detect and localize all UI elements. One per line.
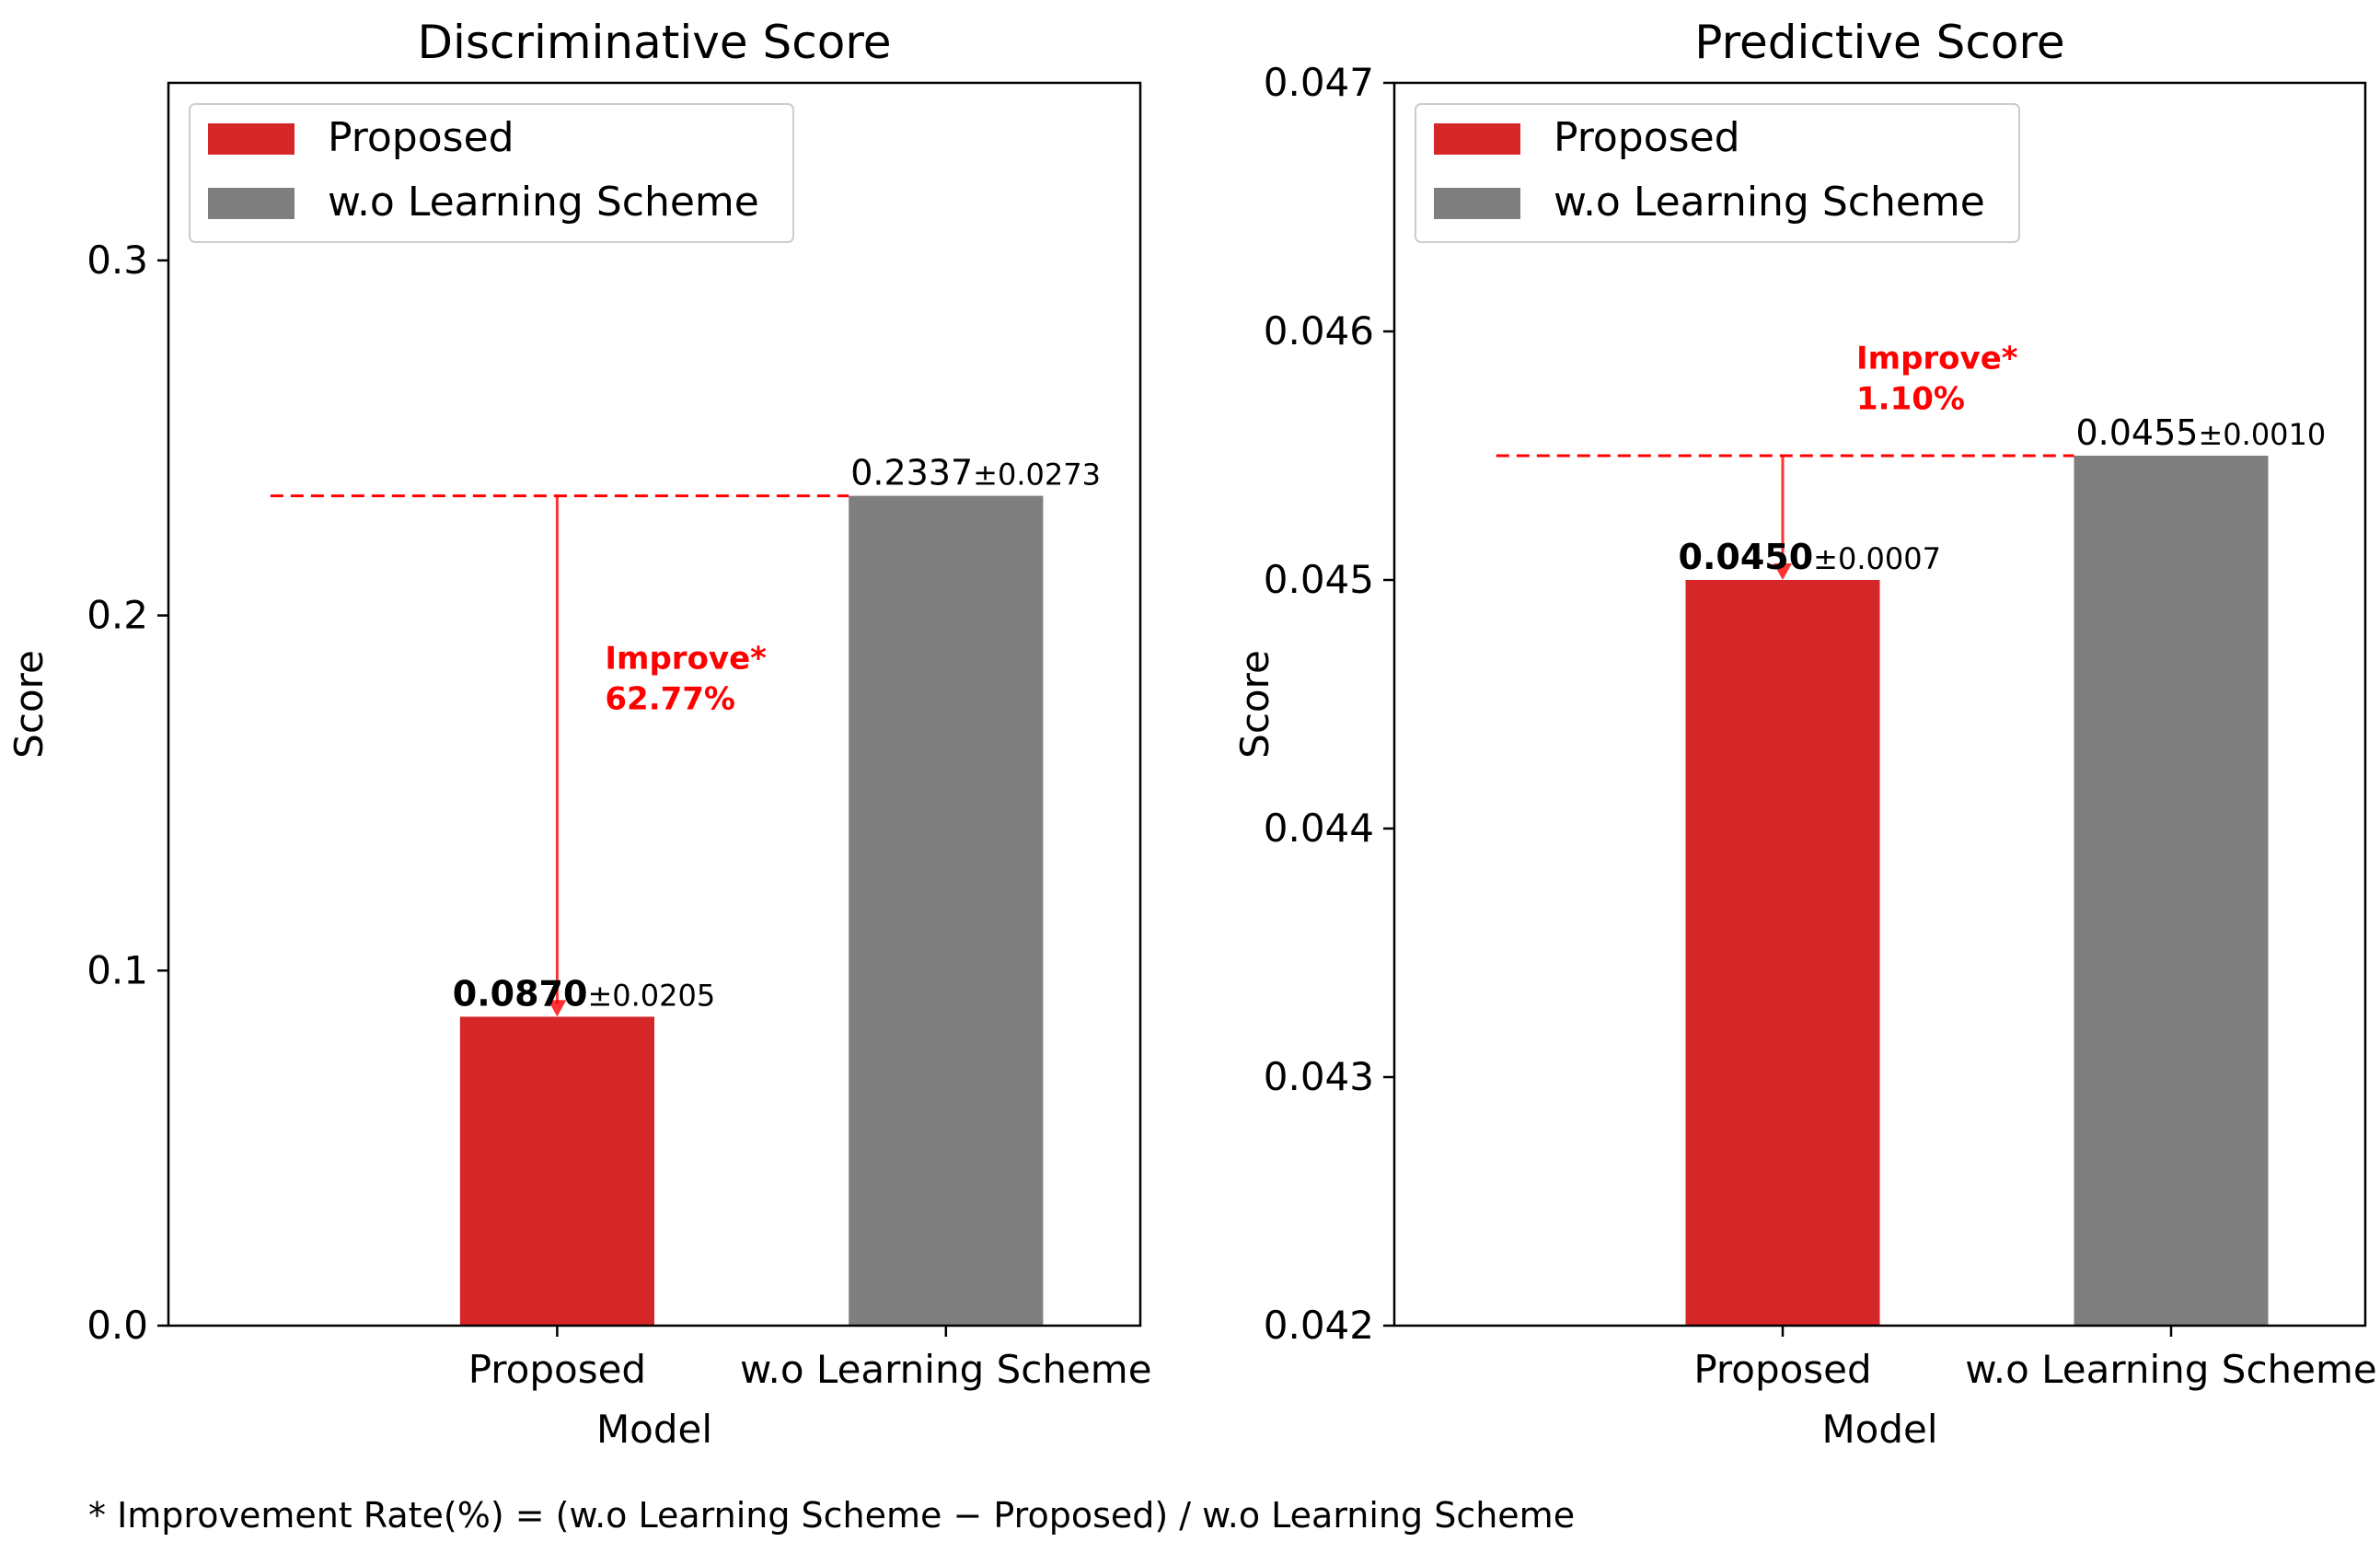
legend-box — [189, 103, 794, 243]
x-axis-label: Model — [1821, 1407, 1937, 1452]
axes-frame — [167, 81, 1142, 1327]
y-tick-label: 0.042 — [1264, 1303, 1374, 1348]
chart-title: Discriminative Score — [417, 16, 891, 69]
y-tick-label: 0.046 — [1264, 308, 1374, 354]
improve-label: Improve* — [1856, 341, 2018, 377]
value-label: 0.0870±0.0205 — [453, 973, 715, 1014]
value-label: 0.0455±0.0010 — [2076, 412, 2327, 453]
chart-panel-2: Improve* 1.10% 0.0450±0.0007 0.0455±0.0010 0… — [1232, 16, 2377, 1452]
legend-swatch — [208, 123, 295, 155]
improve-percent: 62.77% — [605, 680, 735, 717]
x-tick-label: Proposed — [468, 1347, 646, 1392]
y-tick-label: 0.1 — [87, 947, 148, 992]
x-tick-label: Proposed — [1693, 1347, 1871, 1392]
legend-swatch — [208, 188, 295, 219]
legend-swatch — [1434, 123, 1520, 155]
y-tick-label: 0.3 — [87, 238, 148, 283]
bar-wo-learning-scheme — [2074, 456, 2269, 1326]
improve-percent: 1.10% — [1856, 381, 1965, 418]
chart-panel-1: Improve*62.77% 0.0870±0.0205 0.2337±0.0273… — [6, 16, 1152, 1452]
legend-label: Proposed — [1554, 114, 1740, 161]
x-tick-label: w.o Learning Scheme — [740, 1347, 1152, 1392]
legend-label: Proposed — [328, 114, 514, 161]
legend-label: w.o Learning Scheme — [328, 179, 759, 226]
improve-label: Improve* — [605, 640, 767, 677]
legend-label: w.o Learning Scheme — [1554, 179, 1985, 226]
legend-swatch — [1434, 188, 1520, 219]
x-tick-label: w.o Learning Scheme — [1965, 1347, 2377, 1392]
improvement-arrow-head — [548, 1000, 567, 1017]
bar-proposed — [459, 1016, 654, 1326]
axes-frame — [1392, 81, 2367, 1327]
bar-proposed — [1685, 580, 1880, 1326]
x-axis-label: Model — [596, 1407, 712, 1452]
y-tick-label: 0.047 — [1264, 60, 1374, 105]
legend-box — [1415, 103, 2020, 243]
y-tick-label: 0.0 — [87, 1303, 148, 1348]
y-axis-label: Score — [6, 650, 52, 759]
improvement-arrow-head — [1773, 563, 1792, 580]
chart-title: Predictive Score — [1694, 16, 2064, 69]
bar-wo-learning-scheme — [849, 495, 1044, 1326]
y-tick-label: 0.2 — [87, 593, 148, 638]
y-tick-label: 0.044 — [1264, 806, 1374, 851]
y-tick-label: 0.045 — [1264, 557, 1374, 602]
y-tick-label: 0.043 — [1264, 1054, 1374, 1099]
y-axis-label: Score — [1232, 650, 1277, 759]
footnote: * Improvement Rate(%) = (w.o Learning Sc… — [88, 1495, 1576, 1536]
value-label: 0.2337±0.0273 — [850, 453, 1101, 493]
value-label: 0.0450±0.0007 — [1679, 537, 1941, 577]
